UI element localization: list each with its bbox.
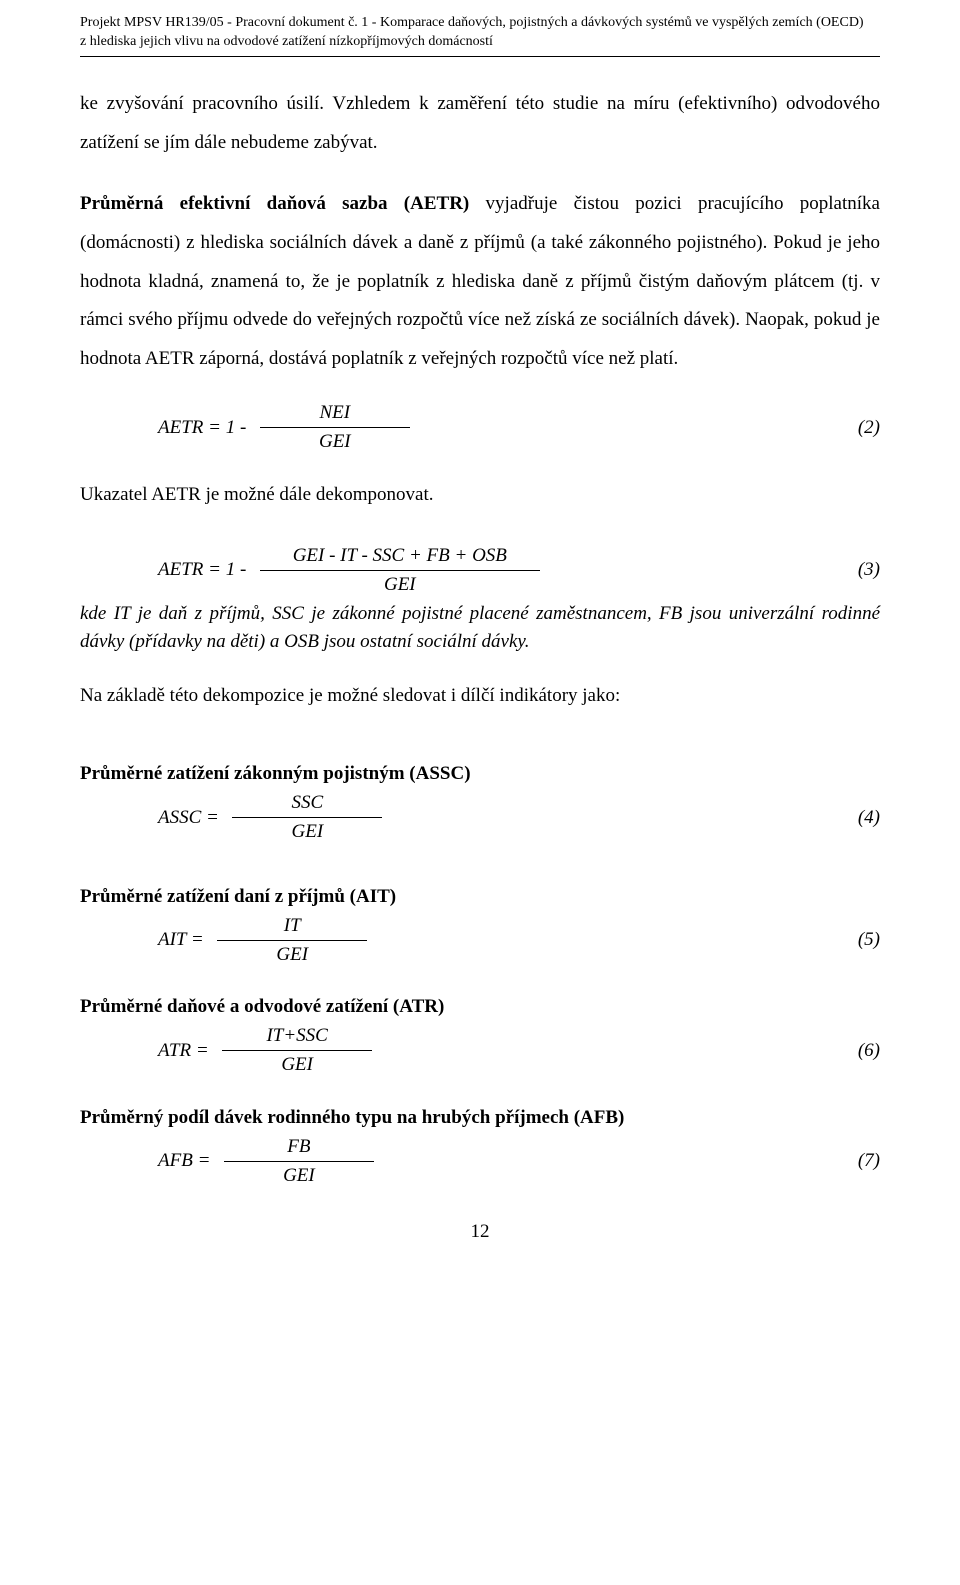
eq6-tag: (6) bbox=[858, 1040, 880, 1062]
paragraph-2-lead: Průměrná efektivní daňová sazba (AETR) bbox=[80, 193, 469, 214]
eq4-fraction: SSC GEI bbox=[232, 791, 382, 844]
equation-5: AIT = IT GEI (5) bbox=[80, 914, 880, 967]
eq6-denominator: GEI bbox=[277, 1053, 317, 1077]
heading-afb: Průměrný podíl dávek rodinného typu na h… bbox=[80, 1107, 880, 1129]
eq2-lhs: AETR = 1 - bbox=[158, 417, 256, 439]
eq5-fraction: IT GEI bbox=[217, 914, 367, 967]
sentence-after-eq3: Na základě této dekompozice je možné sle… bbox=[80, 677, 880, 715]
page: Projekt MPSV HR139/05 - Pracovní dokumen… bbox=[0, 0, 960, 1585]
eq6-lhs: ATR = bbox=[158, 1040, 218, 1062]
eq3-tag: (3) bbox=[858, 559, 880, 581]
eq2-tag: (2) bbox=[858, 417, 880, 439]
eq7-fraction: FB GEI bbox=[224, 1135, 374, 1188]
equation-4: ASSC = SSC GEI (4) bbox=[80, 791, 880, 844]
eq4-numerator: SSC bbox=[288, 791, 328, 815]
eq3-note: kde IT je daň z příjmů, SSC je zákonné p… bbox=[80, 600, 880, 655]
equation-7: AFB = FB GEI (7) bbox=[80, 1135, 880, 1188]
fraction-bar bbox=[260, 427, 410, 428]
eq2-fraction: NEI GEI bbox=[260, 401, 410, 454]
sentence-decompose: Ukazatel AETR je možné dále dekomponovat… bbox=[80, 476, 880, 514]
fraction-bar bbox=[224, 1161, 374, 1162]
eq4-denominator: GEI bbox=[288, 820, 328, 844]
heading-assc: Průměrné zatížení zákonným pojistným (AS… bbox=[80, 763, 880, 785]
equation-3: AETR = 1 - GEI - IT - SSC + FB + OSB GEI… bbox=[80, 544, 880, 597]
eq2-numerator: NEI bbox=[315, 401, 354, 425]
paragraph-1: ke zvyšování pracovního úsilí. Vzhledem … bbox=[80, 85, 880, 163]
eq6-numerator: IT+SSC bbox=[262, 1024, 331, 1048]
equation-2: AETR = 1 - NEI GEI (2) bbox=[80, 401, 880, 454]
fraction-bar bbox=[232, 817, 382, 818]
eq3-denominator: GEI bbox=[380, 573, 420, 597]
heading-ait: Průměrné zatížení daní z příjmů (AIT) bbox=[80, 886, 880, 908]
eq5-tag: (5) bbox=[858, 929, 880, 951]
eq7-numerator: FB bbox=[283, 1135, 314, 1159]
header-line-2: z hlediska jejich vlivu na odvodové zatí… bbox=[80, 33, 880, 52]
eq5-numerator: IT bbox=[280, 914, 305, 938]
page-number: 12 bbox=[80, 1221, 880, 1243]
fraction-bar bbox=[217, 940, 367, 941]
equation-6: ATR = IT+SSC GEI (6) bbox=[80, 1024, 880, 1077]
paragraph-2: Průměrná efektivní daňová sazba (AETR) v… bbox=[80, 185, 880, 380]
eq5-lhs: AIT = bbox=[158, 929, 213, 951]
eq6-fraction: IT+SSC GEI bbox=[222, 1024, 372, 1077]
eq4-tag: (4) bbox=[858, 807, 880, 829]
eq7-lhs: AFB = bbox=[158, 1150, 220, 1172]
heading-atr: Průměrné daňové a odvodové zatížení (ATR… bbox=[80, 996, 880, 1018]
header-line-1: Projekt MPSV HR139/05 - Pracovní dokumen… bbox=[80, 14, 880, 33]
eq3-fraction: GEI - IT - SSC + FB + OSB GEI bbox=[260, 544, 540, 597]
eq5-denominator: GEI bbox=[272, 943, 312, 967]
paragraph-2-rest: vyjadřuje čistou pozici pracujícího popl… bbox=[80, 193, 880, 370]
fraction-bar bbox=[222, 1050, 372, 1051]
eq7-tag: (7) bbox=[858, 1150, 880, 1172]
fraction-bar bbox=[260, 570, 540, 571]
eq2-denominator: GEI bbox=[315, 430, 355, 454]
eq3-lhs: AETR = 1 - bbox=[158, 559, 256, 581]
eq7-denominator: GEI bbox=[279, 1164, 319, 1188]
running-header: Projekt MPSV HR139/05 - Pracovní dokumen… bbox=[80, 14, 880, 57]
eq4-lhs: ASSC = bbox=[158, 807, 228, 829]
eq3-numerator: GEI - IT - SSC + FB + OSB bbox=[289, 544, 511, 568]
